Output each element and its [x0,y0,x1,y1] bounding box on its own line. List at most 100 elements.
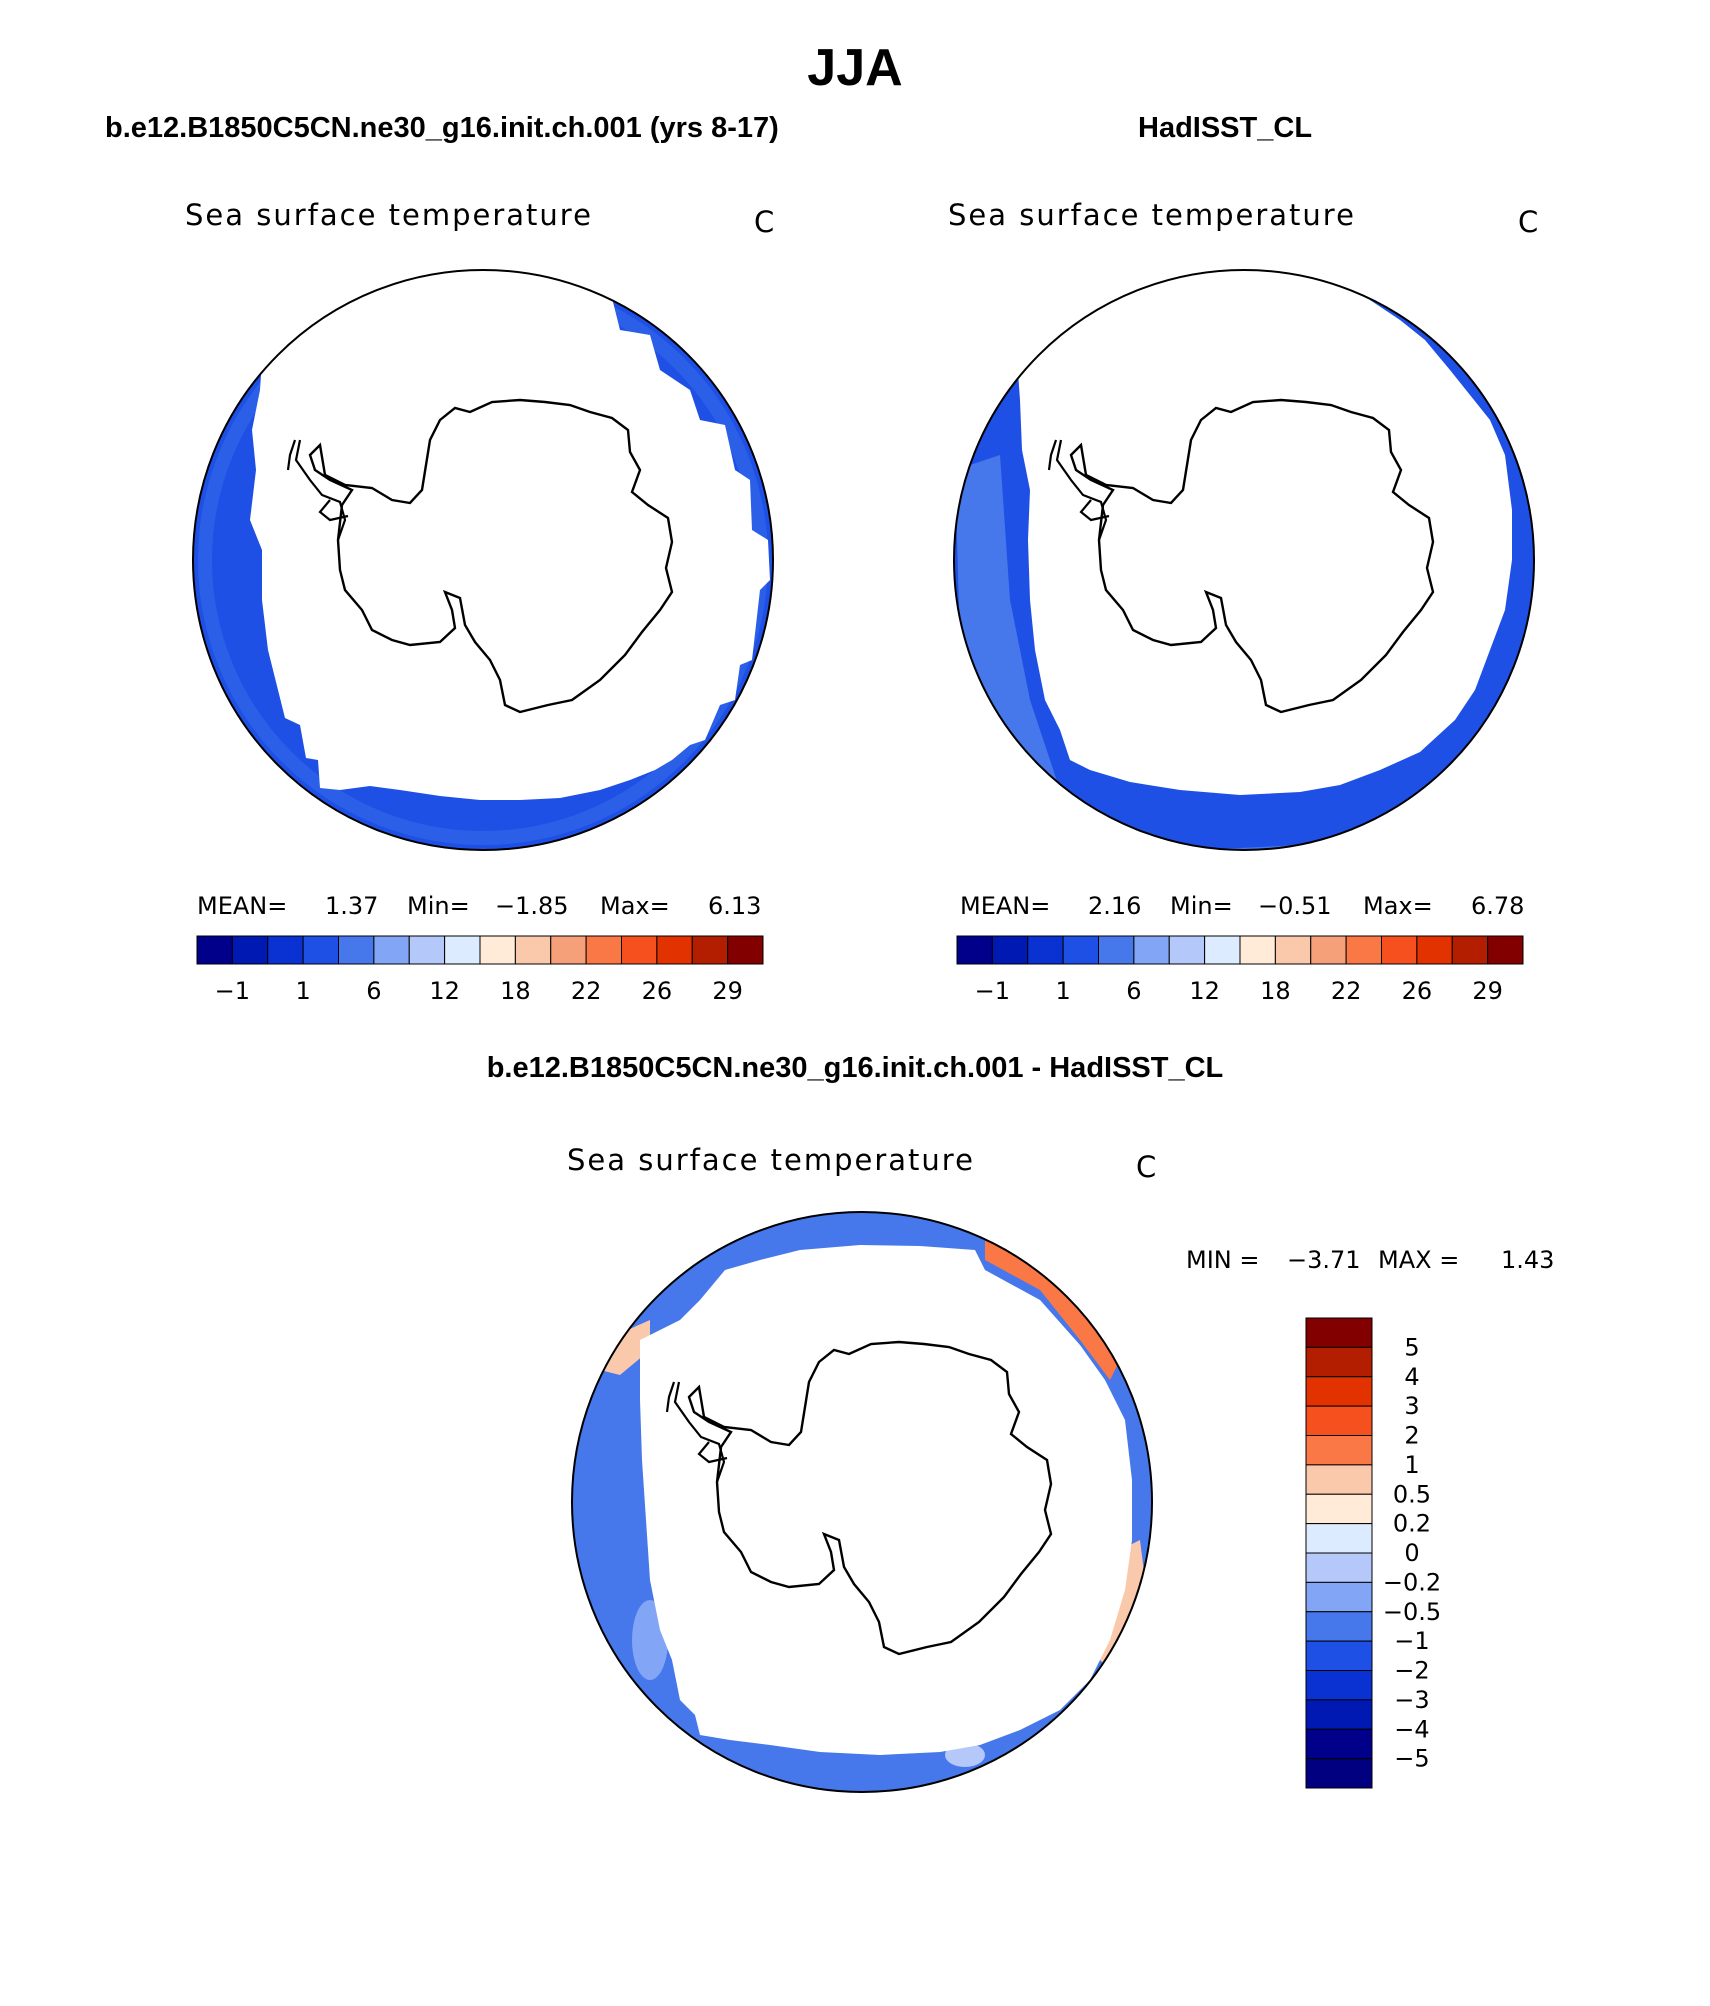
obs-colorbar-swatch [956,935,993,965]
obs-units-label: C [1518,205,1538,239]
obs-colorbar-label: 6 [1126,977,1141,1005]
diff-colorbar-label: −0.2 [1383,1568,1441,1596]
model-colorbar-swatch [691,935,729,965]
model-min-label: Min= [407,892,470,920]
obs-colorbar-label: 12 [1189,977,1220,1005]
obs-antarctica-coast [1069,398,1435,714]
model-map: Sea surface temperature C MEAN= 1.37 Min… [185,198,774,1005]
diff-colorbar-label: −4 [1394,1715,1429,1743]
obs-colorbar-swatch [1204,935,1241,965]
svg-text:MIN = −3.71 MAX =: MIN = −3.71 MAX = 1.43 [1186,1246,1554,1274]
diff-max-label: MAX = [1378,1246,1459,1274]
obs-colorbar-label: 1 [1055,977,1070,1005]
diff-colorbar-label: 1 [1404,1451,1419,1479]
diff-variable-label: Sea surface temperature [567,1143,975,1177]
diff-warm-anomaly-east [985,1235,1120,1380]
diff-colorbar-swatch [1305,1346,1373,1378]
model-colorbar-label: 1 [295,977,310,1005]
diff-colorbar-label: 0.2 [1393,1510,1431,1538]
diff-colorbar-label: −1 [1394,1627,1429,1655]
obs-colorbar-swatch [1310,935,1347,965]
obs-variable-label: Sea surface temperature [948,198,1356,232]
diff-peninsula [665,1381,728,1483]
model-peninsula [286,439,349,541]
diff-colorbar-swatch [1305,1552,1373,1583]
obs-min-value: −0.51 [1258,892,1332,920]
model-antarctica-coast [308,398,674,714]
diff-colorbar-label: −2 [1394,1657,1429,1685]
diff-colorbar-swatch [1305,1405,1373,1436]
diff-colorbar-swatch [1305,1728,1373,1760]
obs-colorbar-swatch [1098,935,1135,965]
obs-map: Sea surface temperature C MEAN= 2.16 Min… [948,198,1538,1005]
obs-colorbar-swatch [991,935,1029,965]
obs-colorbar-label: 26 [1402,977,1433,1005]
obs-max-label: Max= [1363,892,1433,920]
obs-mean-value: 2.16 [1088,892,1141,920]
model-colorbar-label: 29 [712,977,743,1005]
obs-max-value: 6.78 [1471,892,1524,920]
model-colorbar-swatch [514,935,552,965]
model-max-value: 6.13 [708,892,761,920]
obs-map-border [953,269,1535,851]
model-colorbar-swatch [550,935,587,965]
diff-colorbar-label: 2 [1404,1422,1419,1450]
diff-min-value: −3.71 [1287,1246,1361,1274]
diff-min-label: MIN = [1186,1246,1259,1274]
diff-colorbar-swatch [1305,1435,1373,1466]
diff-colorbar-swatch [1305,1758,1373,1789]
diff-colorbar-swatch [1305,1670,1373,1701]
model-colorbar: −1 1 6 12 18 22 26 29 [196,935,764,1005]
obs-colorbar-swatch [1345,935,1382,965]
obs-colorbar-swatch [1168,935,1206,965]
diff-units-label: C [1136,1150,1156,1184]
page-title: JJA [807,39,903,97]
model-colorbar-label: −1 [215,977,250,1005]
model-mean-value: 1.37 [325,892,378,920]
obs-colorbar-swatch [1062,935,1099,965]
diff-colorbar-swatch [1305,1611,1373,1642]
model-mean-label: MEAN= [197,892,287,920]
model-panel-header: b.e12.B1850C5CN.ne30_g16.init.ch.001 (yr… [105,112,779,144]
obs-colorbar: −1 1 6 12 18 22 26 29 [956,935,1524,1005]
model-colorbar-swatch [373,935,410,965]
diff-antarctica-coast [687,1340,1053,1656]
model-colorbar-swatch [727,935,764,965]
diff-max-value: 1.43 [1501,1246,1554,1274]
diff-colorbar-swatch [1305,1523,1373,1554]
model-colorbar-swatch [408,935,446,965]
diff-colorbar-swatch [1305,1581,1373,1613]
svg-text:MEAN= 1.37 Min=: MEAN= 1.37 Min= −1.85 Max= 6.13 [197,892,761,920]
obs-colorbar-label: 29 [1472,977,1503,1005]
diff-colorbar-label: 0.5 [1393,1480,1431,1508]
model-colorbar-swatch [302,935,339,965]
diff-map: Sea surface temperature C MIN = −3.71 MA… [567,1143,1554,1793]
obs-panel-header: HadISST_CL [1138,112,1313,144]
model-colorbar-swatch [656,935,693,965]
obs-colorbar-swatch [1133,935,1170,965]
model-colorbar-swatch [231,935,269,965]
obs-colorbar-swatch [1416,935,1453,965]
diff-colorbar-swatch [1305,1493,1373,1525]
model-colorbar-label: 22 [571,977,602,1005]
model-colorbar-swatch [196,935,233,965]
model-units-label: C [754,205,774,239]
model-variable-label: Sea surface temperature [185,198,593,232]
diff-colorbar-label: −3 [1394,1686,1429,1714]
diff-colorbar-swatch [1305,1317,1373,1348]
model-colorbar-swatch [621,935,658,965]
obs-min-label: Min= [1170,892,1233,920]
obs-light-sst-band [955,455,1330,850]
diff-warm-anomaly-west [600,1320,650,1375]
model-max-label: Max= [600,892,670,920]
model-colorbar-label: 26 [642,977,673,1005]
diff-colorbar-label: 3 [1404,1392,1419,1420]
obs-colorbar-label: 22 [1331,977,1362,1005]
diff-colorbar-swatch [1305,1699,1373,1730]
diff-colorbar-label: −0.5 [1383,1598,1441,1626]
diff-colorbar-swatch [1305,1640,1373,1671]
model-colorbar-label: 12 [429,977,460,1005]
obs-colorbar-swatch [1027,935,1064,965]
obs-mean-label: MEAN= [960,892,1050,920]
